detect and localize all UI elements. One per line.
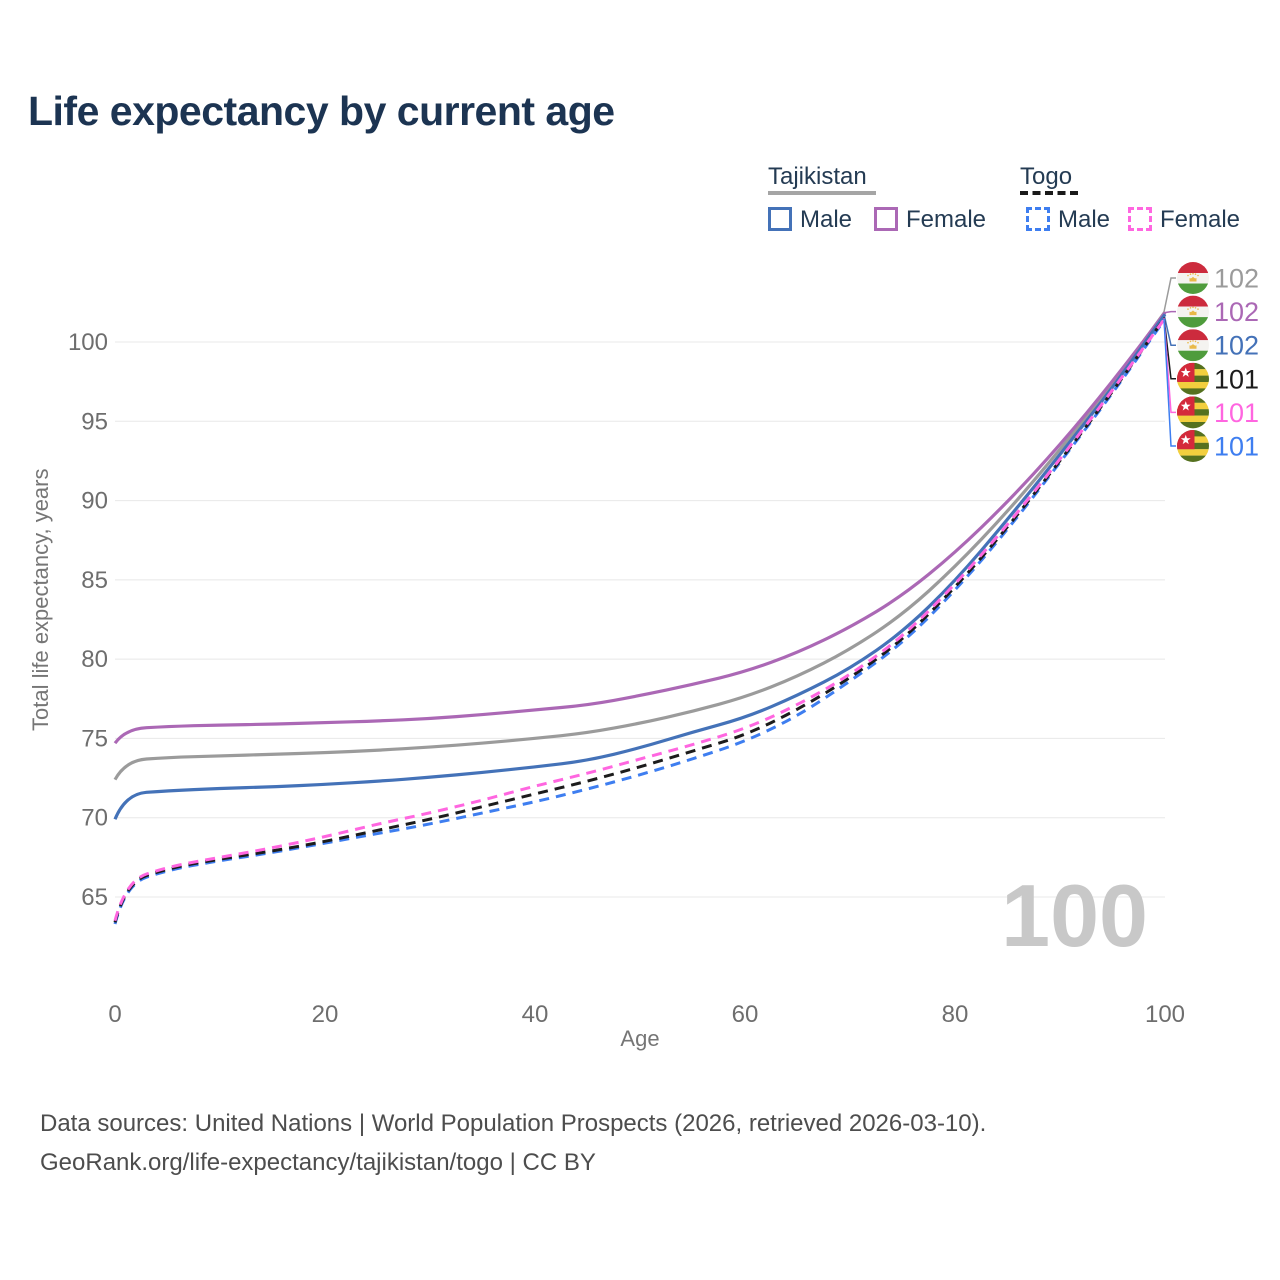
leader-line-tajikistan-both-sexes xyxy=(1163,277,1176,313)
line-togo-both-sexes xyxy=(113,316,1167,923)
data-source-attribution: Data sources: United Nations | World Pop… xyxy=(40,1104,986,1182)
x-tick-20: 20 xyxy=(312,1001,339,1028)
y-tick-80: 80 xyxy=(81,646,108,673)
age-watermark: 100 xyxy=(1001,866,1148,965)
legend-country-togo[interactable]: Togo xyxy=(1020,163,1073,190)
y-tick-90: 90 xyxy=(81,488,108,515)
legend-swatch-tajikistan-female[interactable] xyxy=(874,207,898,231)
tajikistan-flag-icon xyxy=(1177,329,1209,362)
y-tick-95: 95 xyxy=(81,408,108,435)
legend-label-tajikistan-male[interactable]: Male xyxy=(800,206,853,233)
leader-line-togo-male xyxy=(1163,318,1176,447)
legend-label-togo-female[interactable]: Female xyxy=(1160,206,1241,233)
end-age-label-tajikistan-both-sexes: 102 xyxy=(1214,264,1259,294)
x-axis-label: Age xyxy=(620,1026,660,1051)
x-tick-100: 100 xyxy=(1145,1001,1185,1028)
legend-swatch-togo-male[interactable] xyxy=(1026,207,1050,231)
line-tajikistan-both-sexes xyxy=(113,310,1167,781)
togo-flag-icon xyxy=(1177,362,1209,395)
togo-dashed-line-swatch xyxy=(1020,191,1078,195)
leader-line-tajikistan-male xyxy=(1163,314,1176,346)
y-tick-85: 85 xyxy=(81,567,108,594)
y-tick-75: 75 xyxy=(81,725,108,752)
page-title: Life expectancy by current age xyxy=(28,88,615,134)
y-tick-65: 65 xyxy=(81,884,108,911)
legend-swatch-togo-female[interactable] xyxy=(1128,207,1152,231)
line-togo-male xyxy=(113,318,1167,925)
end-age-label-togo-male: 101 xyxy=(1214,432,1259,462)
y-tick-100: 100 xyxy=(68,329,108,356)
line-tajikistan-male xyxy=(113,313,1167,820)
end-age-label-togo-both-sexes: 101 xyxy=(1214,364,1259,394)
line-tajikistan-female xyxy=(113,311,1167,745)
end-age-label-togo-female: 101 xyxy=(1214,398,1259,428)
x-tick-60: 60 xyxy=(732,1001,759,1028)
leader-line-togo-both-sexes xyxy=(1163,317,1176,380)
source-line: Data sources: United Nations | World Pop… xyxy=(40,1110,987,1137)
end-age-label-tajikistan-female: 102 xyxy=(1214,297,1259,327)
tajikistan-solid-line-swatch xyxy=(768,191,876,195)
x-tick-0: 0 xyxy=(108,1001,121,1028)
legend-country-tajikistan[interactable]: Tajikistan xyxy=(768,163,867,190)
leader-line-tajikistan-female xyxy=(1163,310,1176,314)
x-tick-80: 80 xyxy=(942,1001,969,1028)
y-tick-70: 70 xyxy=(81,805,108,832)
tajikistan-flag-icon xyxy=(1177,262,1209,294)
togo-flag-icon xyxy=(1177,396,1209,429)
x-tick-40: 40 xyxy=(522,1001,549,1028)
legend-label-tajikistan-female[interactable]: Female xyxy=(906,206,987,233)
legend-label-togo-male[interactable]: Male xyxy=(1058,206,1111,233)
end-age-label-tajikistan-male: 102 xyxy=(1214,331,1259,361)
legend-swatch-tajikistan-male[interactable] xyxy=(768,207,792,231)
license-line: GeoRank.org/life-expectancy/tajikistan/t… xyxy=(40,1149,596,1176)
tajikistan-flag-icon xyxy=(1177,295,1209,328)
togo-flag-icon xyxy=(1177,430,1209,462)
line-togo-female xyxy=(113,317,1167,922)
